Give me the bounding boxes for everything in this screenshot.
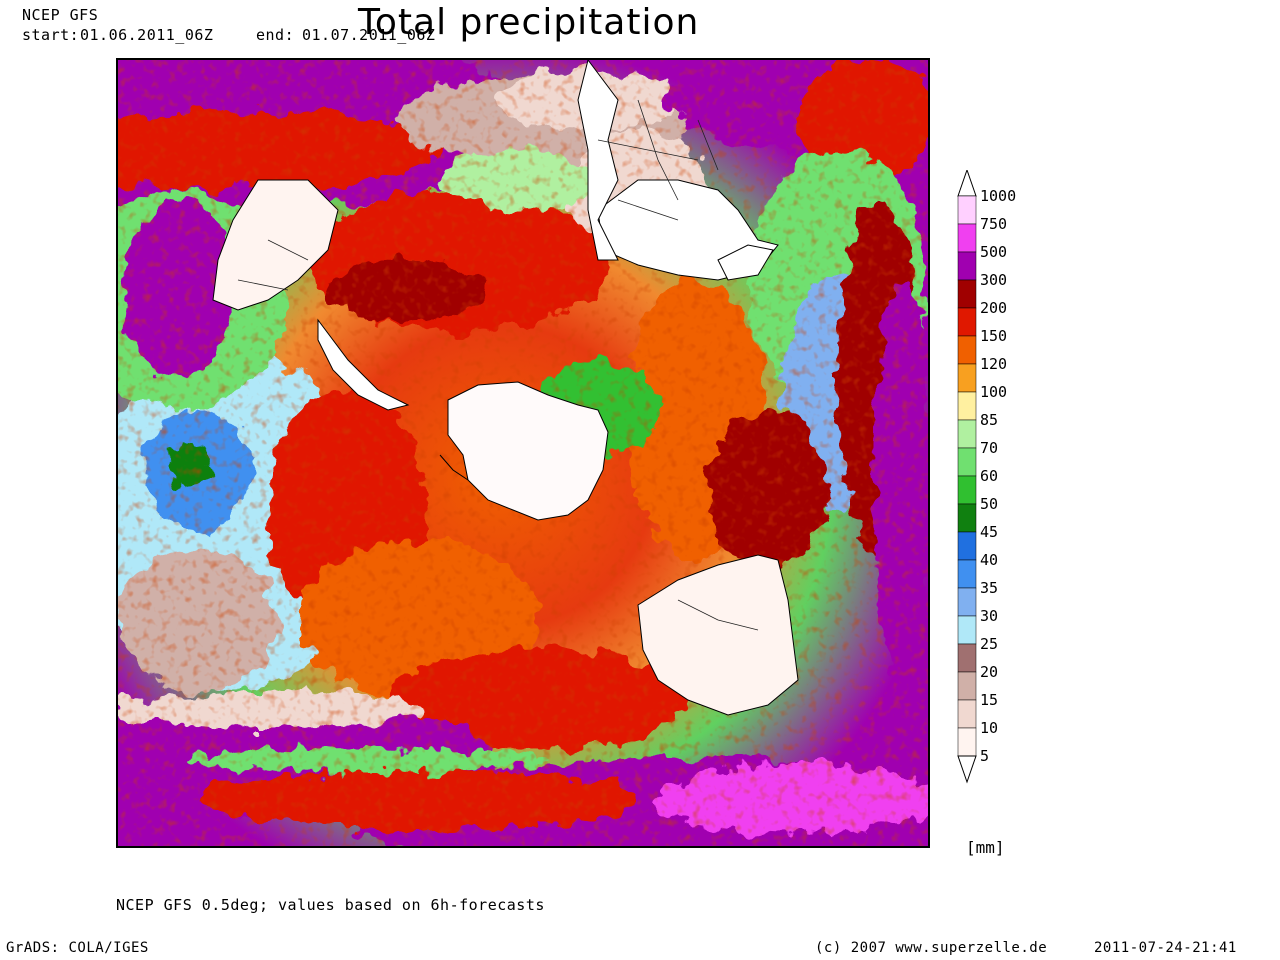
end-value: 01.07.2011_06Z (302, 26, 436, 44)
legend-level-label: 150 (980, 327, 1007, 345)
legend-level-label: 15 (980, 691, 998, 709)
legend-level-label: 25 (980, 635, 998, 653)
legend-swatch (957, 531, 977, 561)
legend-level-label: 5 (980, 747, 989, 765)
color-legend: 1000 750 500 300 200 150 120 100 85 70 60 50 45 40 35 3… (957, 170, 1016, 784)
start-label: start: (22, 26, 80, 44)
legend-level-label: 10 (980, 719, 998, 737)
legend-swatch (957, 391, 977, 421)
legend-level-label: 100 (980, 383, 1007, 401)
precipitation-map (116, 58, 930, 848)
end-label: end: (256, 26, 295, 44)
legend-level-label: 30 (980, 607, 998, 625)
legend-swatch (957, 699, 977, 729)
model-label: NCEP GFS (22, 6, 99, 24)
legend-swatch (957, 363, 977, 393)
legend-swatch (957, 335, 977, 365)
start-value: 01.06.2011_06Z (80, 26, 214, 44)
legend-swatch (957, 615, 977, 645)
software-credit: GrADS: COLA/IGES (6, 940, 149, 956)
legend-swatches (957, 170, 977, 784)
legend-swatch (957, 559, 977, 589)
legend-swatch (957, 643, 977, 673)
legend-arrow-top (957, 170, 977, 197)
legend-level-label: 300 (980, 271, 1007, 289)
legend-arrow-bottom (957, 755, 977, 784)
legend-unit: [mm] (966, 838, 1005, 857)
legend-swatch (957, 279, 977, 309)
legend-swatch (957, 587, 977, 617)
data-source-note: NCEP GFS 0.5deg; values based on 6h-fore… (116, 896, 545, 914)
legend-level-label: 35 (980, 579, 998, 597)
map-title: Total precipitation (358, 2, 700, 43)
legend-swatch (957, 503, 977, 533)
legend-level-label: 45 (980, 523, 998, 541)
legend-level-label: 750 (980, 215, 1007, 233)
legend-level-label: 40 (980, 551, 998, 569)
legend-swatch (957, 447, 977, 477)
legend-level-label: 20 (980, 663, 998, 681)
legend-level-label: 60 (980, 467, 998, 485)
legend-level-label: 500 (980, 243, 1007, 261)
legend-level-label: 1000 (980, 187, 1016, 205)
legend-swatch (957, 419, 977, 449)
legend-swatch (957, 475, 977, 505)
timestamp: 2011-07-24-21:41 (1094, 940, 1237, 956)
legend-level-label: 50 (980, 495, 998, 513)
legend-swatch (957, 307, 977, 337)
legend-swatch (957, 223, 977, 253)
legend-level-label: 70 (980, 439, 998, 457)
copyright: (c) 2007 www.superzelle.de (815, 940, 1048, 956)
legend-level-label: 200 (980, 299, 1007, 317)
precipitation-field (118, 60, 928, 846)
legend-level-label: 120 (980, 355, 1007, 373)
legend-swatch (957, 727, 977, 757)
legend-swatch (957, 195, 977, 225)
legend-labels: 1000 750 500 300 200 150 120 100 85 70 60 50 45 40 35 3… (980, 187, 1016, 765)
legend-level-label: 85 (980, 411, 998, 429)
legend-swatch (957, 671, 977, 701)
legend-swatch (957, 251, 977, 281)
